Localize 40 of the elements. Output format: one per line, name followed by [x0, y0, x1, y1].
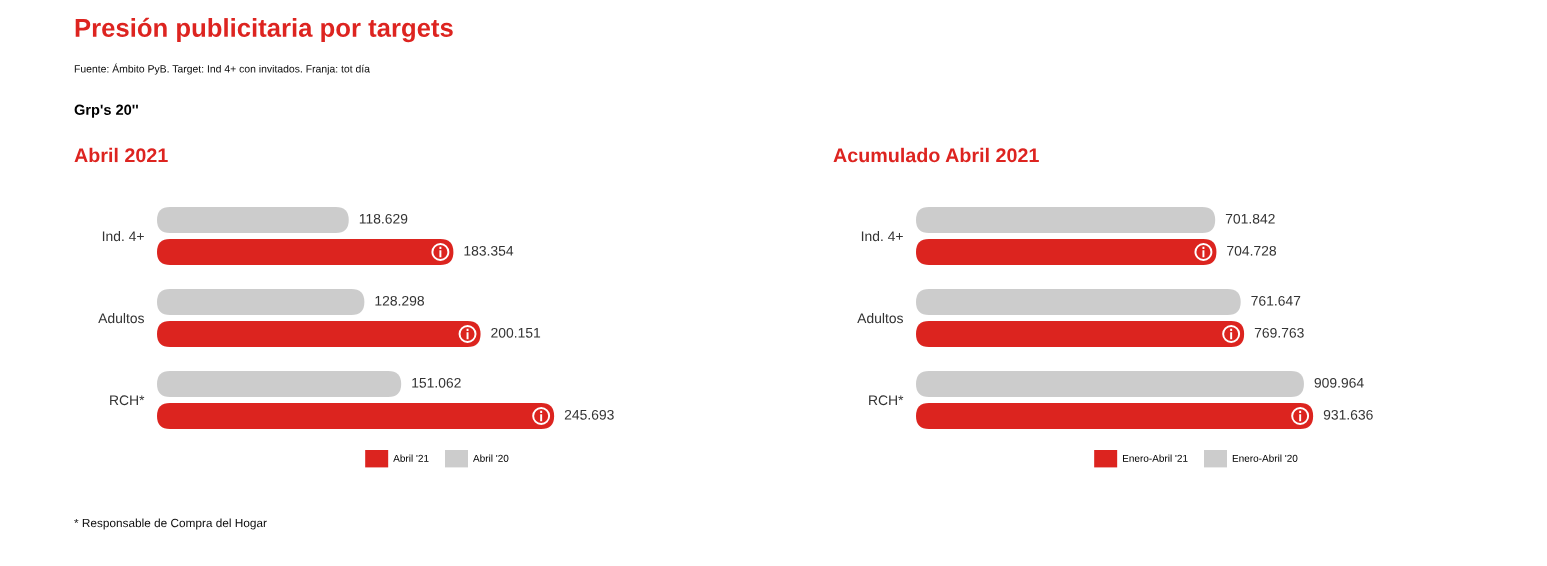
data-label: 151.062	[412, 377, 461, 388]
data-label: 769.763	[1254, 327, 1304, 338]
bar	[916, 371, 1304, 397]
text: * Responsable de Compra del Hogar	[74, 518, 267, 530]
data-label: 909.964	[1314, 377, 1364, 388]
data-label: 704.728	[1227, 245, 1277, 256]
bar	[916, 289, 1241, 315]
bar	[916, 207, 1216, 233]
bar	[157, 403, 555, 429]
bar	[916, 403, 1314, 429]
text: Presión publicitaria por targets	[75, 17, 453, 43]
data-label: 183.354	[464, 245, 514, 256]
legend-label: Enero-Abril '20	[1232, 454, 1298, 462]
bar	[157, 207, 349, 233]
legend-label: Enero-Abril '21	[1122, 454, 1188, 462]
chart-title: Abril 2021	[74, 147, 168, 163]
y-tick-label: RCH*	[869, 395, 904, 406]
data-label: 128.298	[375, 295, 424, 306]
legend-label: Abril '21	[393, 454, 429, 462]
chart-title: Acumulado Abril 2021	[833, 147, 1039, 163]
data-label: 701.842	[1225, 213, 1275, 224]
text: Fuente: Ámbito PyB. Target: Ind 4+ con invitados. Franja: tot día	[74, 63, 370, 75]
data-label: 245.693	[564, 409, 614, 420]
legend-label: Abril '20	[473, 454, 509, 462]
bar	[157, 289, 365, 315]
y-tick-label: Adultos	[98, 312, 144, 324]
bar	[916, 239, 1217, 265]
y-tick-label: Ind. 4+	[861, 230, 903, 242]
bar	[157, 239, 454, 265]
bar	[157, 321, 481, 347]
bar	[157, 371, 402, 397]
y-tick-label: Adultos	[857, 312, 903, 324]
data-label: 761.647	[1251, 295, 1301, 306]
data-label: 118.629	[359, 213, 408, 224]
text: Grp's 20''	[74, 104, 138, 118]
data-label: 200.151	[491, 327, 541, 338]
y-tick-label: RCH*	[110, 395, 145, 406]
data-label: 931.636	[1323, 409, 1373, 420]
bar	[916, 321, 1245, 347]
y-tick-label: Ind. 4+	[102, 230, 144, 242]
